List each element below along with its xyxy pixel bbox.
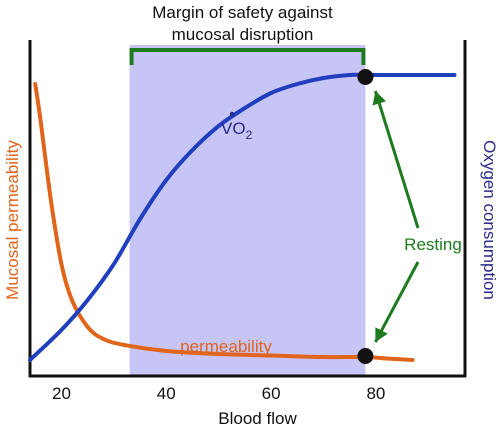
vo2-label-dot-mark [229, 111, 235, 117]
resting-label: Resting [404, 235, 462, 254]
x-tick-label: 40 [157, 384, 176, 403]
bracket-label-line-1: Margin of safety against [152, 3, 333, 22]
resting-arrow-down-head [375, 327, 388, 342]
permeability-series-label: permeability [180, 337, 272, 356]
permeability-line [33, 82, 415, 362]
bracket-label-line-2: mucosal disruption [172, 25, 314, 44]
resting-arrow-down [374, 261, 420, 343]
resting-point-vo2 [357, 69, 374, 85]
x-tick-label: 80 [366, 384, 385, 403]
right-y-axis-label: Oxygen consumption [480, 140, 499, 300]
vo2-label-subscript: 2 [246, 128, 253, 142]
vo2-label-main: VO [221, 119, 246, 138]
resting-arrow-up [373, 90, 420, 229]
resting-arrow-up-head [372, 91, 386, 106]
left-y-axis-label: Mucosal permeability [3, 140, 22, 300]
vo2-series-label: VO2 [221, 119, 253, 142]
safety-margin-region [129, 45, 366, 376]
resting-annotation [372, 90, 420, 343]
safety-margin-bracket [129, 48, 366, 65]
x-tick-labels: 20 40 60 80 [52, 384, 385, 403]
vo2-line [28, 72, 457, 362]
resting-point-permeability [357, 348, 374, 364]
x-tick-label: 60 [262, 384, 281, 403]
x-axis-label: Blood flow [218, 409, 297, 428]
x-tick-label: 20 [52, 384, 71, 403]
